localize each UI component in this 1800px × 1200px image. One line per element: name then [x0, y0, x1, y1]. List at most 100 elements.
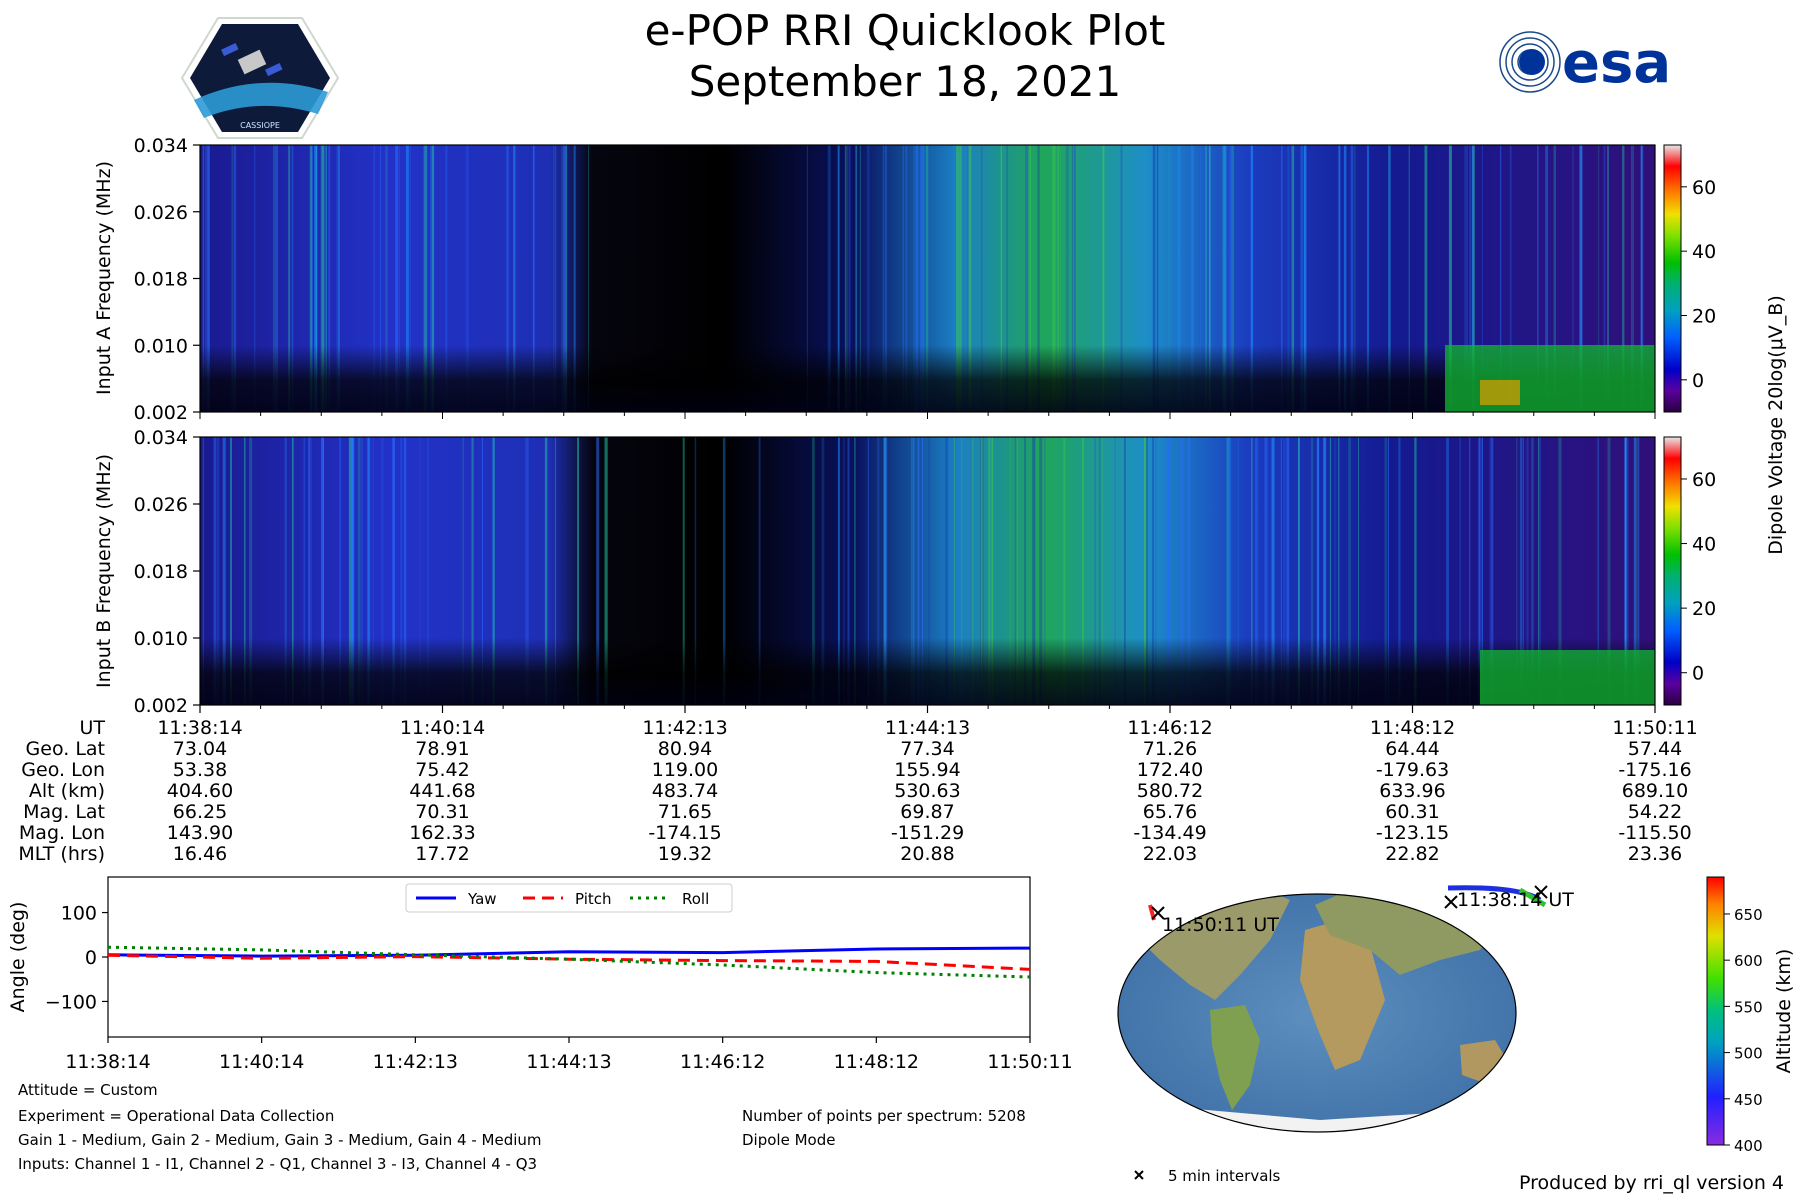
produced-by-text: Produced by rri_ql version 4 — [1519, 1172, 1784, 1194]
ephemeris-cell: 17.72 — [415, 843, 469, 865]
attitude-x-tick-label: 11:38:14 — [65, 1051, 150, 1073]
ephemeris-cell: 73.04 — [173, 738, 227, 760]
attitude-x-ticks: 11:38:14 11:40:14 11:42:13 11:44:13 11:46:12… — [65, 1037, 1073, 1073]
gains-text: Gain 1 - Medium, Gain 2 - Medium, Gain 3… — [18, 1131, 542, 1149]
ephemeris-row-label: MLT (hrs) — [18, 843, 105, 865]
dipole-mode-text: Dipole Mode — [742, 1131, 835, 1149]
ephemeris-cell: 441.68 — [409, 780, 475, 802]
ephemeris-cell: 64.44 — [1385, 738, 1439, 760]
ephemeris-cell: 69.87 — [900, 801, 954, 823]
ephemeris-cell: 483.74 — [652, 780, 718, 802]
y-tick-label: 0.002 — [134, 695, 188, 717]
attitude-mode-text: Attitude = Custom — [18, 1081, 158, 1099]
attitude-x-tick-label: 11:48:12 — [834, 1051, 919, 1073]
ephemeris-cell: 530.63 — [894, 780, 960, 802]
legend-label-roll: Roll — [682, 890, 709, 908]
altitude-colorbar-tick-label: 600 — [1734, 952, 1763, 970]
ephemeris-cell: 71.65 — [658, 801, 712, 823]
attitude-x-tick-label: 11:42:13 — [373, 1051, 458, 1073]
ephemeris-cell: 20.88 — [900, 843, 954, 865]
ephemeris-cell: 162.33 — [409, 822, 475, 844]
orbit-start-annotation: 11:38:14 UT — [1457, 889, 1574, 911]
ephemeris-cell: 172.40 — [1137, 759, 1203, 781]
ephemeris-row-label: Geo. Lat — [26, 738, 105, 760]
y-tick-label: 0.010 — [134, 628, 188, 650]
attitude-x-tick-label: 11:50:11 — [987, 1051, 1072, 1073]
ephemeris-cell: 155.94 — [894, 759, 960, 781]
altitude-colorbar: 400 450 500 550 600 650 — [1706, 876, 1763, 1155]
attitude-line-pitch — [107, 953, 1031, 971]
ephemeris-cell: 60.31 — [1385, 801, 1439, 823]
ephemeris-cell: 78.91 — [415, 738, 469, 760]
ephemeris-row-label: Geo. Lon — [21, 759, 105, 781]
esa-logo-icon: esa — [1499, 31, 1671, 96]
dipole-colorbar-b-ticks: 0 20 40 60 — [1681, 469, 1716, 685]
input-a-spectrogram — [199, 144, 1656, 413]
y-tick-label: 0.018 — [134, 269, 188, 291]
attitude-legend: Yaw Pitch Roll — [405, 883, 733, 913]
attitude-y-tick-label: 100 — [61, 903, 97, 925]
attitude-y-ticks: 100 0 −100 — [45, 903, 108, 1013]
attitude-x-tick-label: 11:40:14 — [219, 1051, 304, 1073]
ephemeris-cell: 19.32 — [658, 843, 712, 865]
y-tick-label: 0.026 — [134, 494, 188, 516]
ephemeris-cell: 53.38 — [173, 759, 227, 781]
ephemeris-cell: 66.25 — [173, 801, 227, 823]
inputs-text: Inputs: Channel 1 - I1, Channel 2 - Q1, … — [18, 1155, 537, 1173]
ephemeris-cell: 22.03 — [1143, 843, 1197, 865]
cross-marker-icon — [1134, 1170, 1144, 1180]
map-legend: 5 min intervals — [1134, 1167, 1281, 1185]
y-tick-label: 0.002 — [134, 402, 188, 424]
altitude-colorbar-tick-label: 400 — [1734, 1137, 1763, 1155]
ephemeris-cell: -123.15 — [1376, 822, 1449, 844]
altitude-colorbar-ticks: 400 450 500 550 600 650 — [1724, 906, 1763, 1155]
cassiope-logo-text: CASSIOPE — [240, 121, 280, 130]
attitude-line-roll — [107, 945, 1031, 979]
input-b-y-label: Input B Frequency (MHz) — [93, 454, 115, 688]
ephemeris-cell: 11:44:13 — [885, 717, 970, 739]
legend-label-pitch: Pitch — [575, 890, 612, 908]
ephemeris-row-label: Mag. Lat — [23, 801, 105, 823]
figure-date: September 18, 2021 — [689, 57, 1122, 106]
attitude-y-label: Angle (deg) — [7, 902, 29, 1013]
ephemeris-cell: -115.50 — [1618, 822, 1691, 844]
legend-label-yaw: Yaw — [467, 890, 497, 908]
dipole-colorbar-tick-label: 40 — [1692, 534, 1716, 556]
ephemeris-cell: 11:50:11 — [1612, 717, 1697, 739]
dipole-colorbar-tick-label: 60 — [1692, 469, 1716, 491]
orbit-map: 11:50:11 UT 11:38:14 UT — [1117, 885, 1574, 1133]
input-a-y-label: Input A Frequency (MHz) — [93, 161, 115, 395]
y-tick-label: 0.026 — [134, 202, 188, 224]
ephemeris-cell: -179.63 — [1376, 759, 1449, 781]
attitude-y-tick-label: −100 — [45, 991, 97, 1013]
altitude-colorbar-label: Altitude (km) — [1773, 949, 1795, 1074]
ephemeris-cell: 57.44 — [1628, 738, 1682, 760]
map-legend-label: 5 min intervals — [1168, 1167, 1281, 1185]
ephemeris-cell: 11:42:13 — [642, 717, 727, 739]
ephemeris-cell: 689.10 — [1622, 780, 1688, 802]
ephemeris-cell: 22.82 — [1385, 843, 1439, 865]
dipole-colorbar-tick-label: 20 — [1692, 598, 1716, 620]
ephemeris-cell: 119.00 — [652, 759, 718, 781]
ephemeris-cell: 16.46 — [173, 843, 227, 865]
interval-markers — [1151, 885, 1548, 920]
attitude-x-tick-label: 11:44:13 — [526, 1051, 611, 1073]
ephemeris-cell: 580.72 — [1137, 780, 1203, 802]
dipole-colorbar-tick-label: 20 — [1692, 305, 1716, 327]
dipole-colorbar-a: 0 20 40 60 — [1663, 144, 1716, 413]
points-per-spectrum-text: Number of points per spectrum: 5208 — [742, 1107, 1026, 1125]
attitude-plot: 100 0 −100 11:38:14 11:40:14 11:42:13 11:44:1… — [45, 876, 1073, 1073]
experiment-text: Experiment = Operational Data Collection — [18, 1107, 334, 1125]
y-tick-label: 0.018 — [134, 561, 188, 583]
ephemeris-cell: 11:48:12 — [1370, 717, 1455, 739]
attitude-y-tick-label: 0 — [85, 947, 97, 969]
input-b-spectrogram — [199, 436, 1656, 706]
dipole-colorbar-tick-label: 0 — [1692, 370, 1704, 392]
altitude-colorbar-tick-label: 650 — [1734, 906, 1763, 924]
dipole-colorbar-tick-label: 0 — [1692, 663, 1704, 685]
ephemeris-cell: 71.26 — [1143, 738, 1197, 760]
y-tick-label: 0.034 — [134, 427, 188, 449]
altitude-colorbar-tick-label: 550 — [1734, 998, 1763, 1016]
attitude-series-lines — [107, 945, 1031, 979]
